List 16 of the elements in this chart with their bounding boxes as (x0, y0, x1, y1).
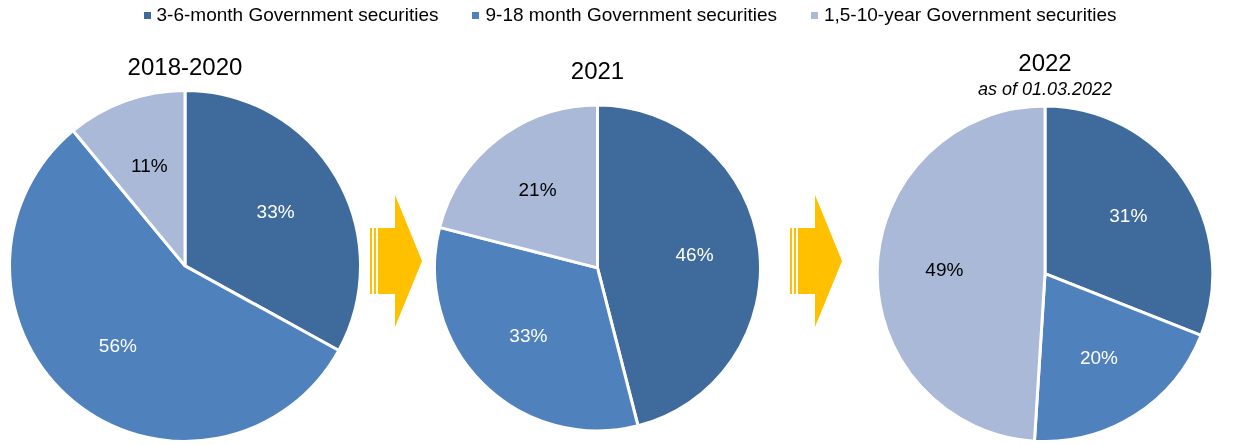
data-label: 20% (1079, 346, 1119, 368)
text: 2018-2020 (127, 53, 243, 81)
data-label: 33% (509, 325, 548, 347)
legend-label: 1,5-10-year Government securities (823, 4, 1117, 26)
data-label: 49% (925, 258, 964, 280)
data-label: 11% (131, 155, 168, 177)
legend-label: 3-6-month Government securities (156, 4, 439, 26)
data-label: 21% (518, 178, 557, 200)
chart-title: 2021 (570, 57, 625, 85)
data-label: 46% (675, 243, 714, 265)
chart-subtitle: as of 01.03.2022 (977, 78, 1113, 99)
chart-title: 2022 (1018, 49, 1072, 77)
legend-label: 9-18 month Government securities (485, 4, 777, 26)
data-label: 56% (98, 335, 137, 357)
data-label: 33% (256, 200, 295, 222)
data-label: 31% (1109, 205, 1148, 227)
